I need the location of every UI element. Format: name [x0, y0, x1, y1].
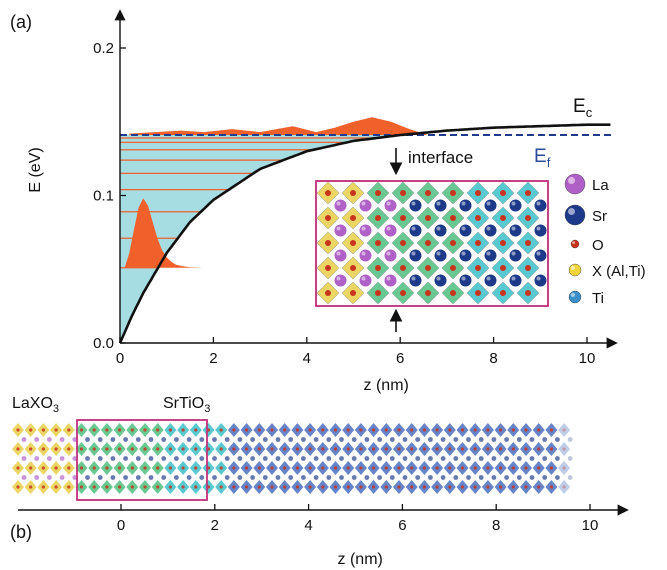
- svg-text:Sr: Sr: [592, 208, 607, 225]
- b-x-tick-label: 4: [304, 517, 312, 534]
- excited-state-density: [129, 117, 429, 136]
- panel-a-label: (a): [10, 12, 32, 32]
- x-tick-label: 8: [489, 350, 497, 367]
- b-x-tick-label: 8: [492, 517, 500, 534]
- atom-legend: La Sr O X (Al,Ti) Ti: [564, 173, 646, 307]
- interface-label: interface: [408, 148, 473, 167]
- y-tick-label: 0.0: [93, 335, 114, 352]
- y-tick-label: 0.2: [93, 40, 114, 57]
- svg-text:O: O: [592, 237, 604, 254]
- ground-state-wavefunction: [124, 198, 205, 268]
- legend-item: La: [564, 173, 609, 195]
- x-axis-label: z (nm): [364, 377, 409, 394]
- b-mid-label: SrTiO3: [163, 395, 210, 415]
- panel-b-label: (b): [10, 522, 32, 542]
- b-x-tick-label: 2: [211, 517, 219, 534]
- y-tick-label: 0.1: [93, 188, 114, 205]
- x-tick-label: 0: [116, 350, 124, 367]
- panel-b-axis: 0 2 4 6 8 10 z (nm): [18, 504, 629, 568]
- legend-item: Sr: [564, 204, 607, 226]
- x-tick-label: 4: [303, 350, 311, 367]
- quantum-well-fill: [120, 135, 401, 343]
- panel-a-axes: 0 2 4 6 8 10 0.0 0.1 0.2 z (nm) E (eV): [27, 9, 618, 394]
- x-tick-label: 6: [396, 350, 404, 367]
- b-x-tick-label: 6: [398, 517, 406, 534]
- x-tick-label: 2: [209, 350, 217, 367]
- ef-label: Ef: [534, 146, 551, 170]
- y-axis-label: E (eV): [27, 147, 44, 192]
- x-tick-label: 10: [579, 350, 596, 367]
- ec-label: Ec: [573, 96, 593, 120]
- legend-item: O: [570, 237, 604, 254]
- b-left-label: LaXO3: [12, 395, 59, 415]
- panel-a-plot: 0 2 4 6 8 10 0.0 0.1 0.2 z (nm) E (eV): [27, 9, 618, 394]
- legend-item: X (Al,Ti): [568, 263, 646, 280]
- b-x-tick-label: 0: [117, 517, 125, 534]
- interface-structure-inset: [315, 180, 549, 307]
- conduction-band-curve: [118, 123, 611, 344]
- strip-highlight-box: [76, 419, 208, 501]
- svg-text:Ti: Ti: [592, 290, 604, 307]
- legend-item: Ti: [568, 290, 604, 307]
- b-x-tick-label: 10: [582, 517, 599, 534]
- svg-text:La: La: [592, 177, 609, 194]
- svg-text:X (Al,Ti): X (Al,Ti): [592, 263, 646, 280]
- supercell-strip: [12, 423, 573, 494]
- subband-levels: [120, 137, 378, 269]
- b-x-axis-label: z (nm): [338, 551, 383, 568]
